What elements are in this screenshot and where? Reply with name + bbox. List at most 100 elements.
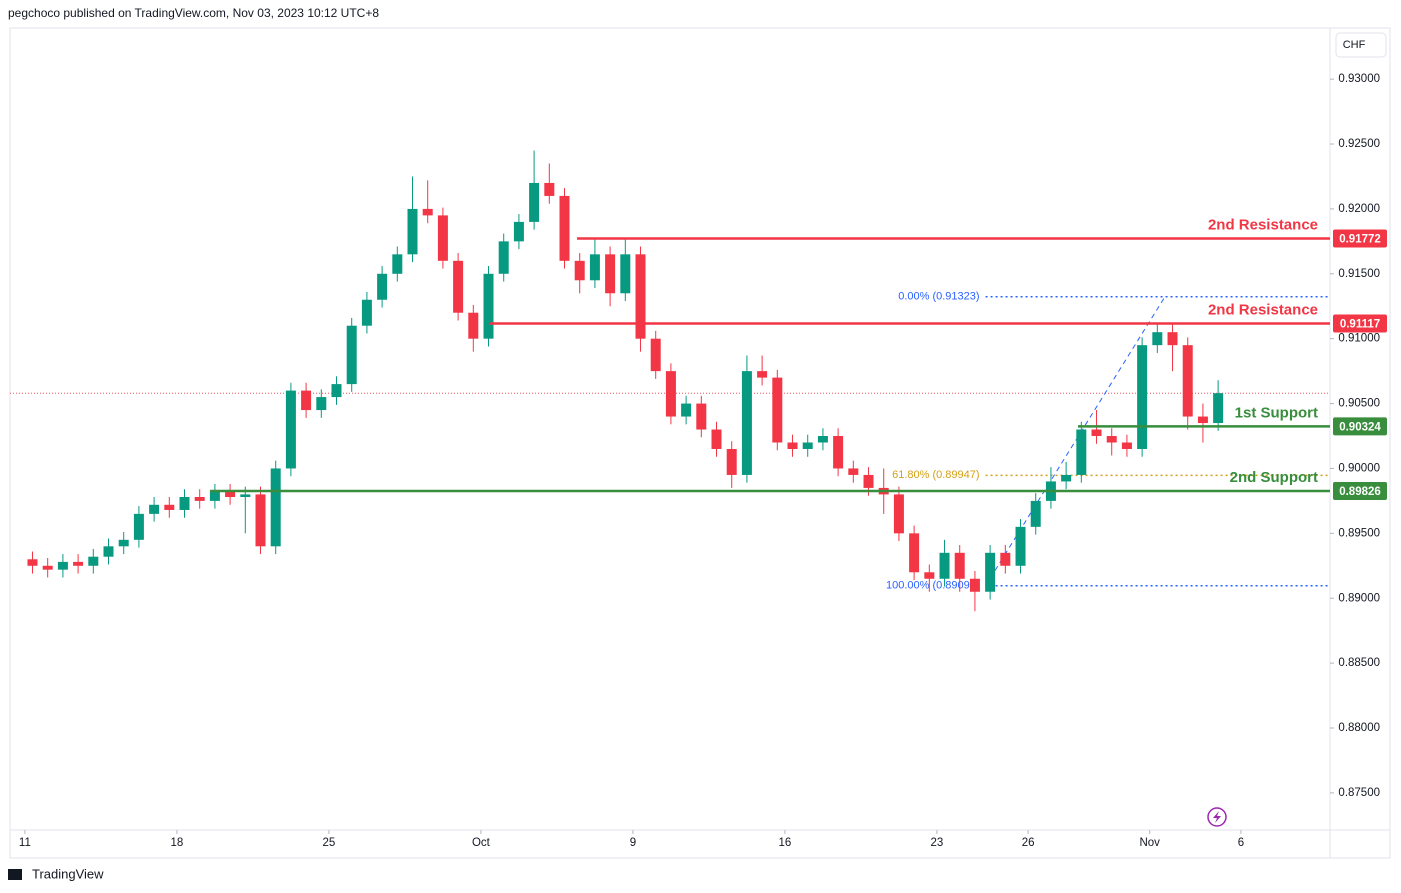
candle-body bbox=[833, 436, 844, 469]
lightning-icon[interactable] bbox=[1207, 807, 1227, 827]
candle-body bbox=[225, 491, 236, 498]
candle-body bbox=[1000, 552, 1011, 566]
x-tick-label: Oct bbox=[472, 837, 491, 849]
candle-body bbox=[589, 254, 600, 281]
y-tick-label: 0.92500 bbox=[1338, 138, 1380, 150]
candle-body bbox=[726, 448, 737, 475]
candle-body bbox=[1167, 332, 1178, 346]
y-tick-label: 0.89000 bbox=[1338, 592, 1380, 604]
candle-body bbox=[529, 182, 540, 222]
candle-body bbox=[650, 338, 661, 372]
y-tick-label: 0.90500 bbox=[1338, 398, 1380, 410]
candle-body bbox=[1106, 436, 1117, 443]
candle-body bbox=[331, 384, 342, 398]
level-label: 1st Support bbox=[1235, 404, 1318, 421]
candle-body bbox=[422, 208, 433, 216]
candle-body bbox=[711, 429, 722, 449]
candle-body bbox=[772, 377, 783, 443]
candle-body bbox=[1076, 429, 1087, 475]
candle-body bbox=[757, 371, 768, 378]
candle-body bbox=[209, 491, 220, 501]
candle-body bbox=[1030, 500, 1041, 527]
candle-body bbox=[270, 468, 281, 547]
currency: CHF bbox=[1343, 39, 1366, 51]
candle-body bbox=[392, 254, 403, 274]
candle-body bbox=[802, 442, 813, 449]
candle-body bbox=[787, 442, 798, 449]
x-tick-label: 16 bbox=[779, 837, 792, 849]
x-tick-label: 6 bbox=[1238, 837, 1244, 849]
candle-body bbox=[377, 273, 388, 300]
x-tick-label: 18 bbox=[171, 837, 184, 849]
price-badge-label: 0.91117 bbox=[1340, 319, 1380, 331]
candle-body bbox=[605, 254, 616, 294]
level-label: 2nd Resistance bbox=[1208, 301, 1318, 318]
x-tick-label: 25 bbox=[323, 837, 336, 849]
candle-body bbox=[103, 546, 114, 557]
candle-body bbox=[57, 561, 68, 570]
candle-body bbox=[483, 273, 494, 339]
y-tick-label: 0.87500 bbox=[1338, 787, 1380, 799]
candle-body bbox=[346, 325, 357, 385]
tv-logo bbox=[8, 869, 22, 880]
candle-body bbox=[361, 299, 372, 326]
candle-body bbox=[73, 561, 84, 566]
currency-box[interactable] bbox=[1335, 32, 1387, 58]
level-label: 2nd Resistance bbox=[1208, 216, 1318, 233]
frame bbox=[9, 27, 1391, 859]
x-tick-label: 23 bbox=[931, 837, 944, 849]
y-tick-label: 0.91000 bbox=[1338, 333, 1380, 345]
candle-body bbox=[620, 254, 631, 294]
fib-label: 100.00% (0.89096) bbox=[886, 580, 980, 592]
x-tick-label: 11 bbox=[19, 837, 31, 849]
y-tick-label: 0.88000 bbox=[1338, 722, 1380, 734]
candle-body bbox=[817, 436, 828, 443]
candle-body bbox=[574, 260, 585, 281]
candle-body bbox=[863, 474, 874, 488]
price-badge bbox=[1333, 314, 1387, 333]
trend-line bbox=[985, 296, 1166, 587]
candle-body bbox=[255, 494, 266, 547]
candle-body bbox=[635, 254, 646, 339]
candle-body bbox=[544, 182, 555, 196]
candle-body bbox=[559, 195, 570, 261]
candle-body bbox=[1015, 526, 1026, 566]
candle-body bbox=[118, 539, 129, 547]
x-tick-label: 9 bbox=[630, 837, 636, 849]
fib-label: 0.00% (0.91323) bbox=[898, 291, 979, 303]
candle-body bbox=[1213, 393, 1224, 424]
candle-body bbox=[741, 371, 752, 475]
y-tick-label: 0.88500 bbox=[1338, 657, 1380, 669]
candle-body bbox=[909, 533, 920, 573]
candle-body bbox=[240, 494, 251, 498]
price-badge bbox=[1333, 417, 1387, 436]
candle-body bbox=[893, 494, 904, 534]
price-badge bbox=[1333, 229, 1387, 248]
fib-label: 61.80% (0.89947) bbox=[892, 469, 979, 481]
candle-body bbox=[301, 390, 312, 411]
candle-body bbox=[1182, 345, 1193, 417]
x-tick-label: Nov bbox=[1139, 837, 1160, 849]
candle-body bbox=[285, 390, 296, 469]
candle-body bbox=[939, 552, 950, 579]
candle-body bbox=[149, 504, 160, 514]
candle-body bbox=[164, 504, 175, 510]
candle-body bbox=[924, 572, 935, 579]
candle-body bbox=[1061, 474, 1072, 482]
candle-body bbox=[133, 513, 144, 540]
candle-body bbox=[985, 552, 996, 592]
y-tick-label: 0.93000 bbox=[1338, 73, 1380, 85]
candle-body bbox=[1121, 442, 1132, 449]
candle-body bbox=[468, 312, 479, 339]
candle-body bbox=[1137, 345, 1148, 449]
candle-body bbox=[42, 565, 53, 570]
header: pegchoco published on TradingView.com, N… bbox=[8, 6, 379, 20]
price-badge-label: 0.90324 bbox=[1339, 421, 1381, 433]
y-tick-label: 0.89500 bbox=[1338, 527, 1380, 539]
candle-body bbox=[498, 241, 509, 274]
candle-body bbox=[316, 397, 327, 411]
candle-body bbox=[437, 215, 448, 261]
candle-body bbox=[696, 403, 707, 430]
